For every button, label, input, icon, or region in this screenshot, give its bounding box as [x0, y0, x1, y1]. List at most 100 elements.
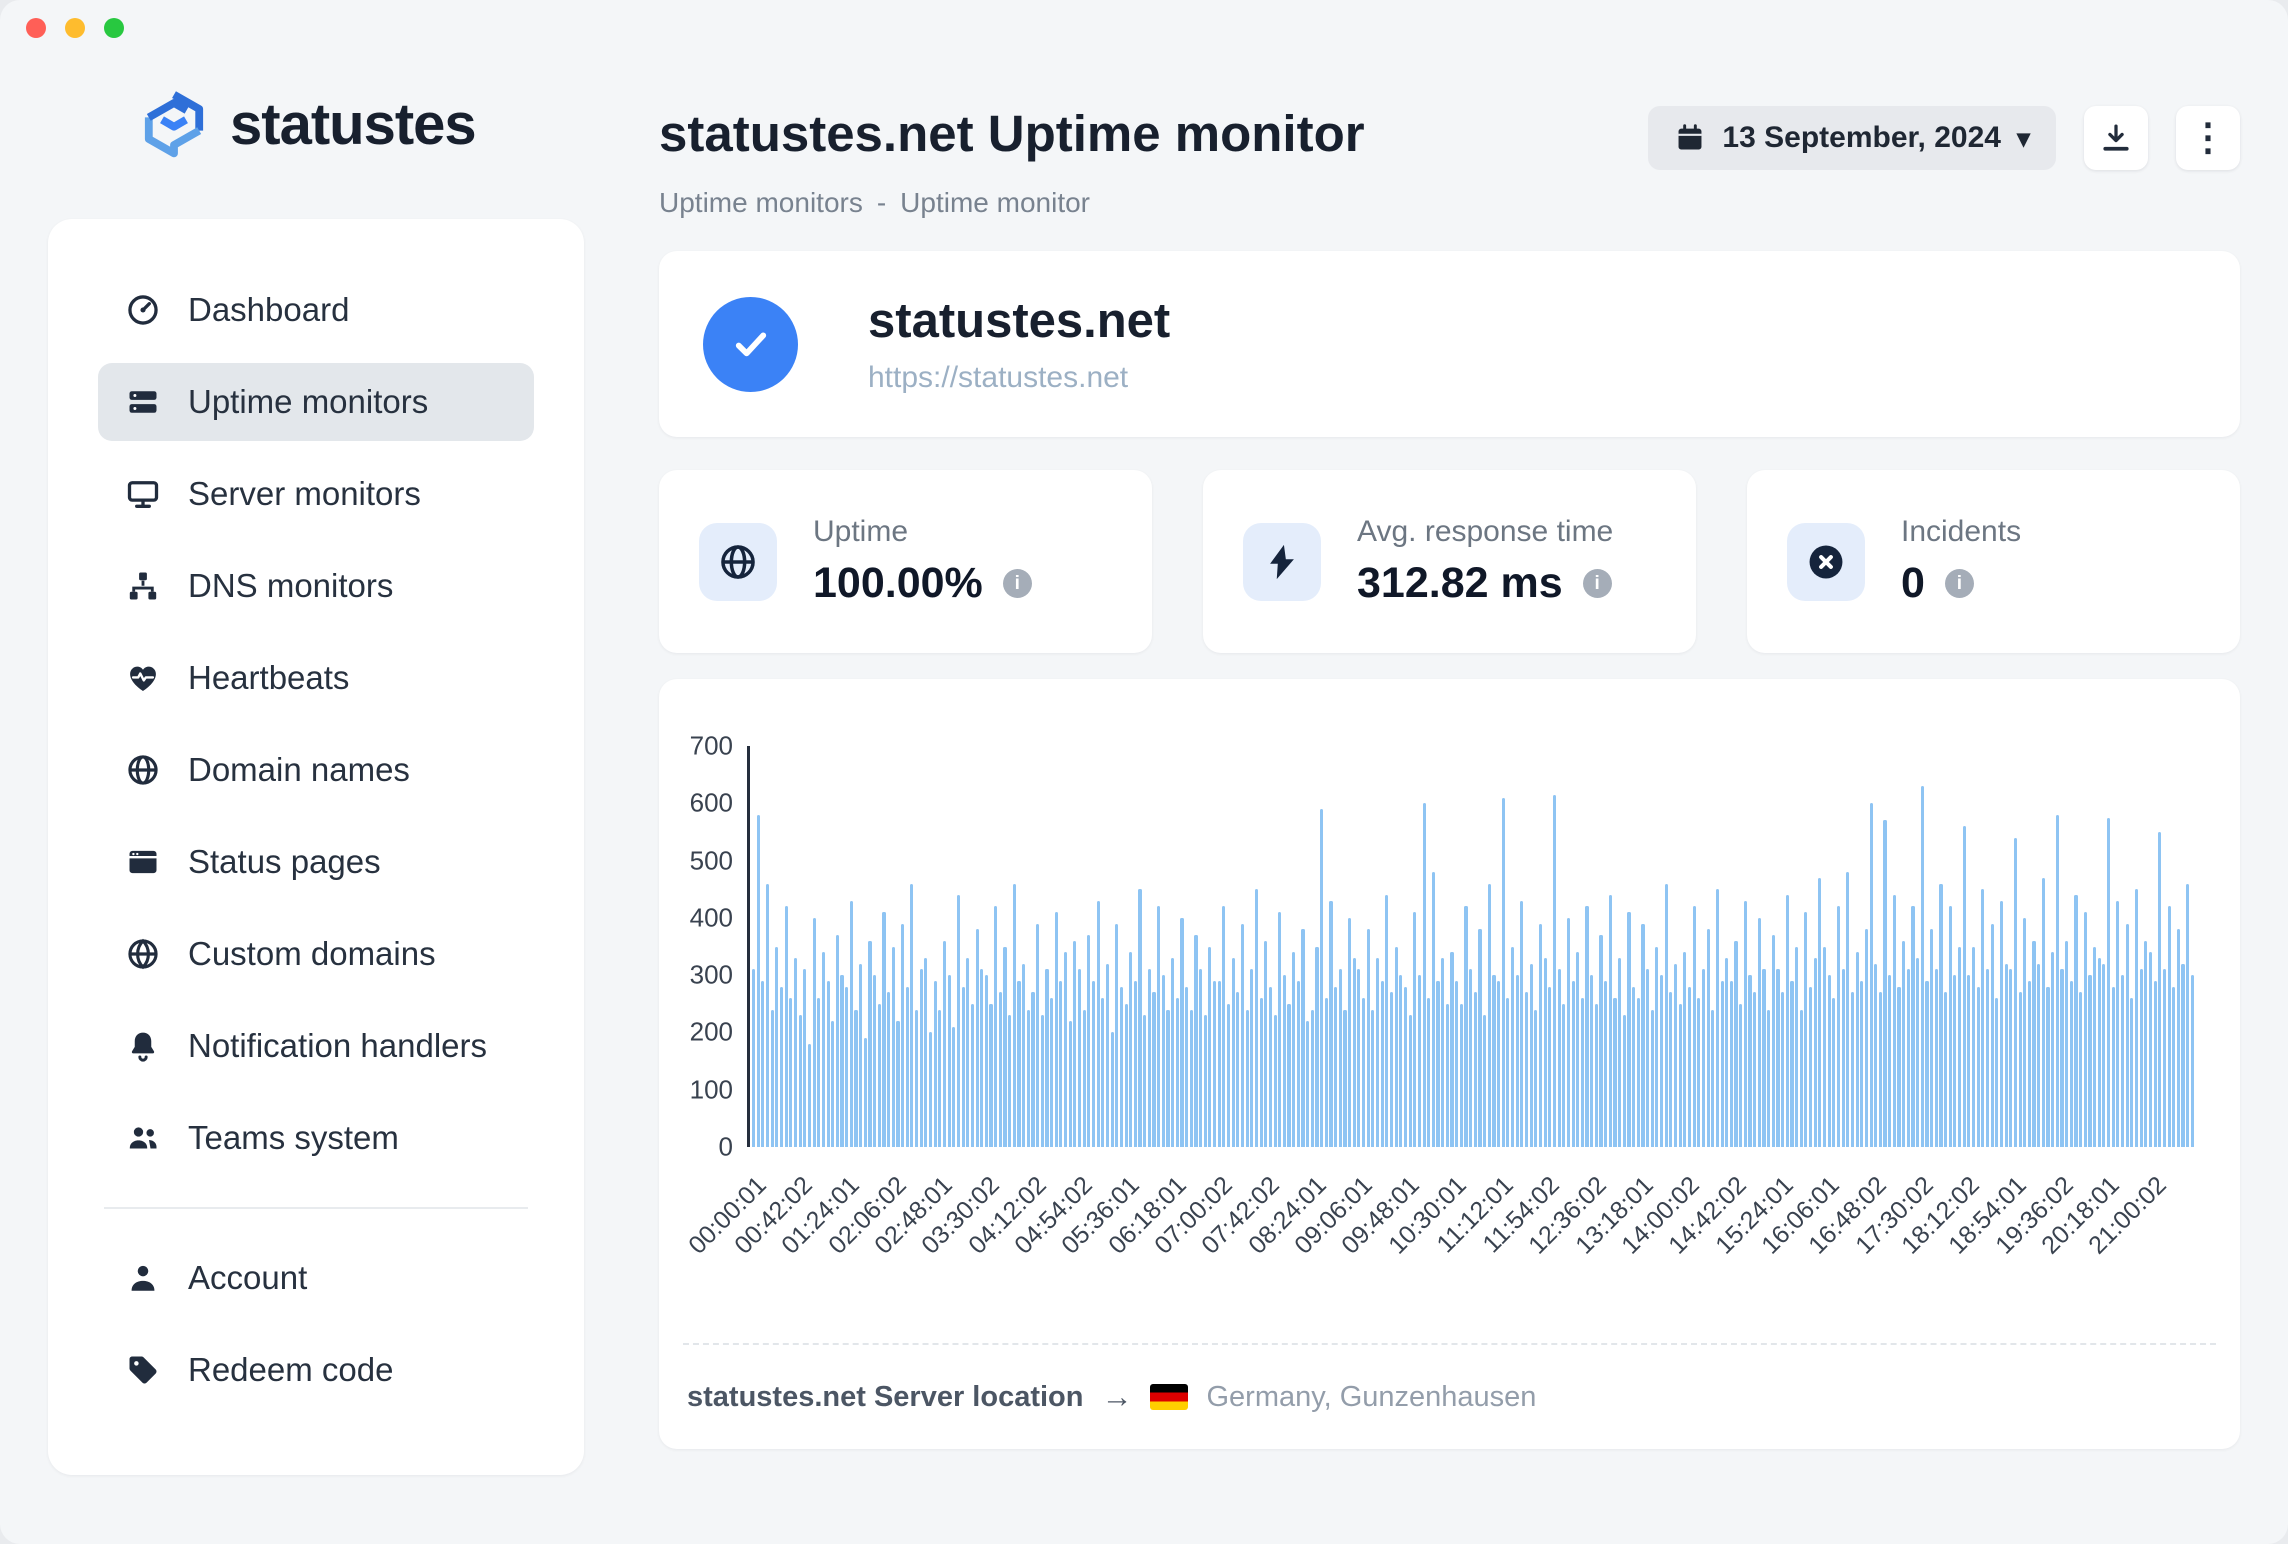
chart-bar — [1483, 1015, 1487, 1147]
zoom-button[interactable] — [104, 18, 124, 38]
chart-plot — [747, 746, 2194, 1147]
page-title: statustes.net Uptime monitor — [659, 105, 1365, 162]
chart-bar — [1231, 957, 1235, 1147]
chart-bar — [1804, 912, 1808, 1147]
chart-bars — [752, 746, 2194, 1147]
chart-bar — [1669, 992, 1673, 1147]
y-tick-label: 300 — [689, 959, 733, 990]
chart-bar — [2097, 957, 2101, 1147]
chart-bar — [779, 986, 784, 1147]
close-button[interactable] — [26, 18, 46, 38]
chart-bar — [2130, 998, 2134, 1147]
info-icon[interactable]: i — [1582, 569, 1612, 598]
chart-bar — [1697, 998, 1701, 1147]
chart-bar — [1254, 889, 1259, 1147]
chart-bar — [1143, 1015, 1147, 1147]
brand: statustes — [138, 88, 477, 160]
chart-bar — [947, 975, 951, 1147]
chart-bar — [2041, 877, 2045, 1147]
chart-bar — [1157, 906, 1161, 1147]
chart-bar — [1827, 975, 1831, 1147]
sidebar-item-custom-domains[interactable]: Custom domains — [98, 915, 534, 993]
info-icon[interactable]: i — [1002, 569, 1032, 598]
chart-bar — [1217, 980, 1221, 1147]
chart-bar — [910, 883, 914, 1147]
chart-bar — [1748, 975, 1752, 1147]
chart-bar — [859, 963, 863, 1147]
minimize-button[interactable] — [65, 18, 85, 38]
chart-bar — [2027, 980, 2031, 1147]
chart-bar — [1781, 992, 1785, 1147]
chart-bar — [1976, 986, 1980, 1147]
chart-bar — [1967, 975, 1971, 1147]
dns-monitors-icon — [124, 567, 162, 605]
sidebar-item-label: Account — [188, 1259, 308, 1296]
sidebar-item-status-pages[interactable]: Status pages — [98, 823, 534, 901]
breadcrumb-item-uptime-monitors[interactable]: Uptime monitors — [659, 187, 863, 218]
chart-bar — [2167, 906, 2171, 1147]
chart-bar — [1534, 1009, 1538, 1147]
chart-bar — [1711, 1009, 1715, 1147]
chart-bar — [1576, 952, 1580, 1147]
chart-bar — [2083, 912, 2087, 1147]
download-button[interactable] — [2084, 106, 2148, 170]
chart-bar — [1199, 969, 1203, 1147]
chart-bar — [1473, 992, 1477, 1147]
chart-bar — [1562, 1003, 1566, 1147]
chart-bar — [1636, 998, 1640, 1147]
chart-bar — [956, 894, 961, 1147]
chart-bar — [1315, 946, 1319, 1147]
chart-bar — [966, 957, 970, 1147]
chart-bar — [919, 969, 923, 1147]
chart-bar — [2139, 969, 2143, 1147]
chart-bar — [1310, 1009, 1314, 1147]
chart-bar — [807, 1043, 812, 1147]
page-header: statustes.net Uptime monitor Uptime moni… — [659, 104, 1365, 219]
chart-bar — [1287, 1003, 1291, 1147]
monitor-url[interactable]: https://statustes.net — [868, 361, 1129, 394]
stat-text: Avg. response time 312.82 ms i — [1357, 515, 1613, 608]
chart-bar — [1888, 975, 1892, 1147]
y-tick-label: 600 — [689, 787, 733, 818]
chart-bar — [831, 1020, 835, 1147]
chart-bar — [1250, 969, 1254, 1147]
sidebar-item-dns-monitors[interactable]: DNS monitors — [98, 547, 534, 625]
sidebar-item-redeem-code[interactable]: Redeem code — [98, 1331, 534, 1409]
stat-value: 100.00% — [813, 559, 983, 607]
chart-bar — [2116, 900, 2120, 1147]
date-picker[interactable]: 13 September, 2024 ▾ — [1648, 106, 2056, 170]
sidebar-item-teams-system[interactable]: Teams system — [98, 1099, 534, 1177]
chart-bar — [1734, 940, 1738, 1147]
window-controls — [26, 18, 124, 38]
tag-icon — [124, 1351, 162, 1389]
sidebar-item-account[interactable]: Account — [98, 1239, 534, 1317]
chart-bar — [1459, 1003, 1463, 1147]
sidebar-item-domain-names[interactable]: Domain names — [98, 731, 534, 809]
more-options-button[interactable]: ⋮ — [2176, 106, 2240, 170]
stat-label: Avg. response time — [1357, 515, 1614, 548]
sidebar-item-uptime-monitors[interactable]: Uptime monitors — [98, 363, 534, 441]
uptime-monitors-icon — [124, 383, 162, 421]
breadcrumb-item-uptime-monitor: Uptime monitor — [900, 187, 1091, 218]
germany-flag-icon — [1150, 1384, 1189, 1410]
sidebar-item-server-monitors[interactable]: Server monitors — [98, 455, 534, 533]
chart-bar — [1836, 906, 1841, 1147]
stat-label: Uptime — [813, 515, 909, 548]
chart-bar — [826, 980, 830, 1147]
chart-bar — [942, 940, 947, 1147]
chart-bar — [1664, 883, 1668, 1147]
chart-bar — [752, 969, 756, 1147]
info-icon[interactable]: i — [1944, 569, 1974, 598]
chart-bar — [938, 1009, 942, 1147]
chart-bar — [2134, 889, 2139, 1147]
sidebar-item-notification-handlers[interactable]: Notification handlers — [98, 1007, 534, 1085]
chart-bar — [1874, 963, 1878, 1147]
chart-bar — [2055, 814, 2059, 1147]
chart-bar — [1259, 998, 1263, 1147]
chart-bar — [1478, 929, 1482, 1147]
sidebar-item-dashboard[interactable]: Dashboard — [98, 271, 534, 349]
sidebar-item-heartbeats[interactable]: Heartbeats — [98, 639, 534, 717]
chart-bar — [1334, 986, 1338, 1147]
sidebar-item-label: Domain names — [188, 751, 410, 788]
chart-bar — [1268, 986, 1272, 1147]
